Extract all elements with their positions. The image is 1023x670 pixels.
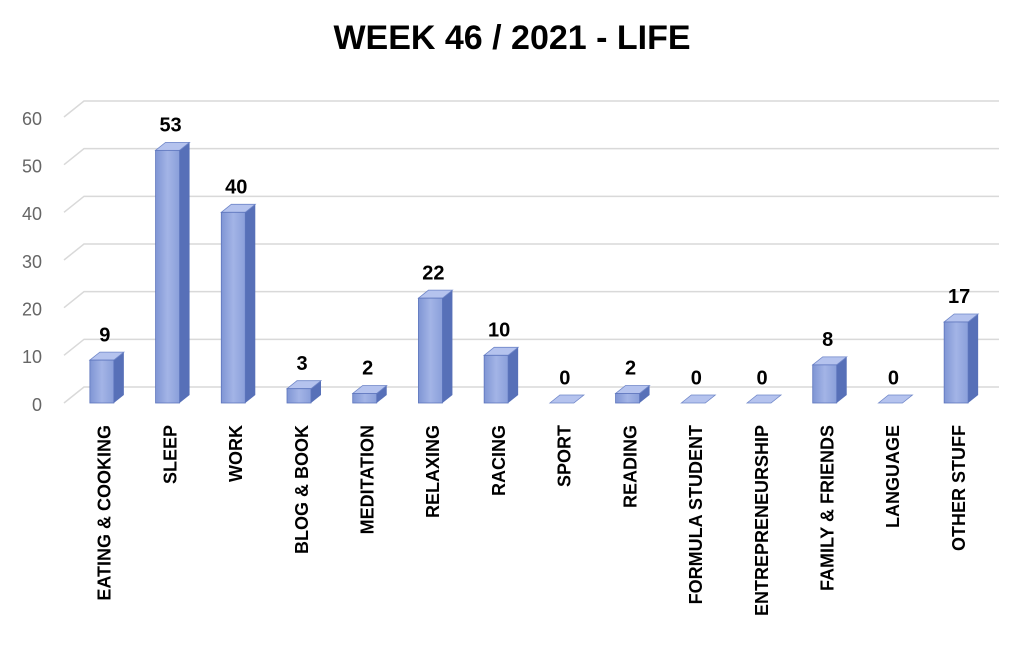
bar-side (245, 204, 256, 403)
x-tick-label: ENTREPRENEURSHIP (752, 425, 772, 616)
bar-side (442, 290, 453, 403)
x-tick-label: FORMULA STUDENT (686, 425, 706, 604)
bar-side (836, 356, 847, 403)
grid-line (63, 386, 999, 404)
value-label: 0 (559, 367, 570, 389)
x-tick-label: EATING & COOKING (95, 425, 115, 601)
value-label: 53 (159, 115, 181, 137)
grid-line (63, 195, 999, 213)
value-label: 3 (296, 353, 307, 375)
bar-side (179, 142, 190, 403)
grid-line (63, 147, 999, 166)
bar-side (639, 385, 650, 403)
x-tick-label: SLEEP (160, 425, 180, 484)
value-label: 0 (888, 367, 899, 389)
bar (286, 388, 312, 404)
value-label: 22 (422, 262, 444, 284)
bar-side (508, 347, 519, 403)
value-label: 10 (488, 320, 510, 342)
chart-title: WEEK 46 / 2021 - LIFE (333, 19, 690, 57)
bar (155, 149, 180, 404)
bar-side (311, 380, 321, 403)
bar (812, 364, 838, 404)
x-tick-label: FAMILY & FRIENDS (817, 425, 837, 591)
y-tick-label: 50 (22, 156, 42, 176)
x-tick-label: WORK (226, 425, 246, 482)
y-tick-label: 10 (22, 347, 42, 367)
value-label: 9 (99, 324, 110, 346)
value-label: 40 (225, 177, 247, 199)
grid-line (63, 338, 999, 356)
y-tick-label: 40 (22, 204, 42, 224)
x-tick-label: LANGUAGE (883, 425, 903, 528)
bar-top (877, 394, 914, 404)
y-tick-label: 20 (22, 299, 42, 319)
value-label: 0 (756, 367, 767, 389)
x-tick-label: RACING (489, 425, 509, 496)
bar-top (680, 394, 717, 404)
value-label: 2 (625, 358, 636, 380)
y-tick-label: 0 (32, 395, 42, 415)
x-tick-label: RELAXING (423, 425, 443, 518)
value-label: 2 (362, 358, 373, 380)
bar (418, 297, 443, 404)
grid-line (63, 100, 999, 118)
grid-line (63, 243, 999, 261)
bar-top (548, 394, 585, 404)
bar-side (113, 352, 124, 403)
bar (220, 211, 246, 404)
x-tick-label: MEDITATION (357, 425, 377, 534)
value-label: 0 (691, 367, 702, 389)
value-label: 8 (822, 329, 833, 351)
bar (352, 393, 378, 404)
y-tick-label: 30 (22, 252, 42, 272)
bar (615, 393, 640, 404)
bar (89, 359, 115, 404)
x-tick-label: READING (620, 425, 640, 508)
grid-line (63, 290, 999, 309)
bar-top (745, 394, 783, 404)
x-tick-label: SPORT (555, 425, 575, 487)
bar (943, 321, 969, 404)
x-tick-label: BLOG & BOOK (292, 425, 312, 554)
bar-side (968, 313, 979, 403)
value-label: 17 (948, 286, 970, 308)
x-tick-label: OTHER STUFF (949, 425, 969, 551)
bar-side (376, 385, 387, 403)
bar (483, 354, 509, 404)
y-tick-label: 60 (22, 109, 42, 129)
